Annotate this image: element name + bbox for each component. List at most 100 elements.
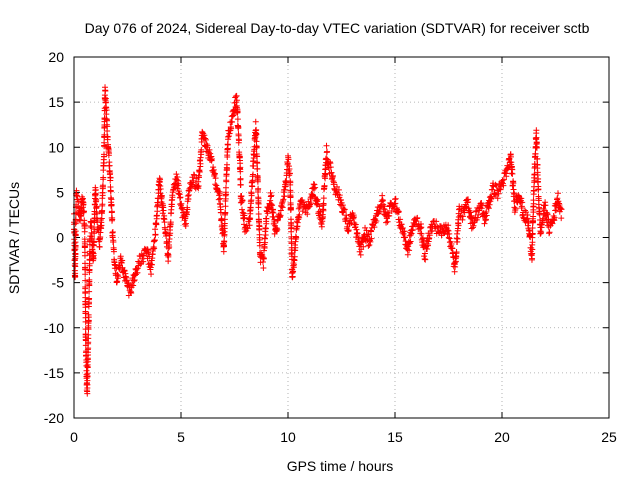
data-point bbox=[294, 219, 301, 226]
data-point bbox=[328, 169, 335, 176]
data-point bbox=[533, 144, 540, 151]
data-point bbox=[365, 242, 372, 249]
data-point bbox=[360, 243, 367, 250]
x-tick-label: 15 bbox=[387, 429, 403, 445]
data-point bbox=[152, 231, 159, 238]
data-point bbox=[492, 181, 499, 188]
data-point bbox=[246, 222, 253, 229]
data-point bbox=[103, 99, 110, 106]
data-point bbox=[134, 265, 141, 272]
data-point bbox=[316, 203, 323, 210]
data-point bbox=[482, 216, 489, 223]
data-point bbox=[256, 231, 263, 238]
data-point bbox=[161, 219, 168, 226]
data-point bbox=[115, 273, 122, 280]
data-point bbox=[224, 154, 231, 161]
chart-title: Day 076 of 2024, Sidereal Day-to-day VTE… bbox=[85, 20, 590, 36]
data-point bbox=[503, 173, 510, 180]
data-point bbox=[104, 133, 111, 140]
data-point bbox=[533, 127, 540, 134]
data-point bbox=[392, 195, 399, 202]
data-point bbox=[123, 277, 130, 284]
data-point bbox=[508, 170, 515, 177]
data-point bbox=[324, 148, 331, 155]
data-point bbox=[202, 136, 209, 143]
data-point bbox=[254, 160, 261, 167]
data-point bbox=[457, 212, 464, 219]
data-point bbox=[259, 258, 266, 265]
data-point bbox=[235, 124, 242, 131]
data-point bbox=[445, 222, 452, 229]
data-point bbox=[98, 215, 105, 222]
data-point bbox=[375, 209, 382, 216]
data-point bbox=[384, 218, 391, 225]
data-point bbox=[90, 238, 97, 245]
data-point bbox=[99, 201, 106, 208]
data-point bbox=[308, 192, 315, 199]
data-point bbox=[151, 245, 158, 252]
x-tick-label: 0 bbox=[70, 429, 78, 445]
data-point bbox=[274, 226, 281, 233]
data-point bbox=[163, 230, 170, 237]
data-point bbox=[239, 197, 246, 204]
data-point bbox=[86, 262, 93, 269]
data-point bbox=[108, 202, 115, 209]
data-point bbox=[518, 195, 525, 202]
data-point bbox=[254, 153, 261, 160]
data-point bbox=[459, 216, 466, 223]
data-point bbox=[336, 192, 343, 199]
x-tick-labels: 0 5 10 15 20 25 bbox=[70, 429, 617, 445]
data-point bbox=[414, 214, 421, 221]
data-point bbox=[201, 132, 208, 139]
data-point bbox=[81, 225, 88, 232]
data-point bbox=[530, 209, 537, 216]
data-point bbox=[365, 231, 372, 238]
data-point bbox=[492, 191, 499, 198]
data-point bbox=[183, 211, 190, 218]
data-point bbox=[148, 271, 155, 278]
data-point bbox=[344, 227, 351, 234]
data-point bbox=[493, 191, 500, 198]
data-point bbox=[453, 249, 460, 256]
data-point bbox=[418, 224, 425, 231]
data-point bbox=[86, 288, 93, 295]
data-point bbox=[261, 244, 268, 251]
data-point bbox=[197, 154, 204, 161]
data-point bbox=[145, 249, 152, 256]
data-point bbox=[304, 211, 311, 218]
data-point bbox=[395, 207, 402, 214]
data-point bbox=[241, 221, 248, 228]
data-point bbox=[173, 176, 180, 183]
y-tick-label: -10 bbox=[44, 320, 64, 336]
data-point bbox=[293, 234, 300, 241]
data-point bbox=[223, 191, 230, 198]
data-point bbox=[84, 364, 91, 371]
data-point bbox=[160, 207, 167, 214]
data-point bbox=[279, 199, 286, 206]
data-point bbox=[108, 196, 115, 203]
data-point bbox=[198, 146, 205, 153]
data-point bbox=[250, 162, 257, 169]
data-point bbox=[82, 277, 89, 284]
data-point bbox=[158, 192, 165, 199]
data-point bbox=[249, 177, 256, 184]
data-point bbox=[386, 212, 393, 219]
data-point bbox=[262, 239, 269, 246]
data-point bbox=[371, 224, 378, 231]
data-point bbox=[529, 246, 536, 253]
data-point bbox=[234, 116, 241, 123]
data-point bbox=[284, 160, 291, 167]
data-point bbox=[426, 232, 433, 239]
data-point bbox=[454, 235, 461, 242]
data-point bbox=[108, 208, 115, 215]
data-point bbox=[228, 125, 235, 132]
data-point bbox=[529, 255, 536, 262]
plot-frame bbox=[73, 56, 610, 419]
data-point bbox=[157, 176, 164, 183]
data-point bbox=[80, 208, 87, 215]
data-point bbox=[114, 278, 121, 285]
data-point bbox=[352, 221, 359, 228]
data-point bbox=[441, 230, 448, 237]
data-point bbox=[85, 331, 92, 338]
